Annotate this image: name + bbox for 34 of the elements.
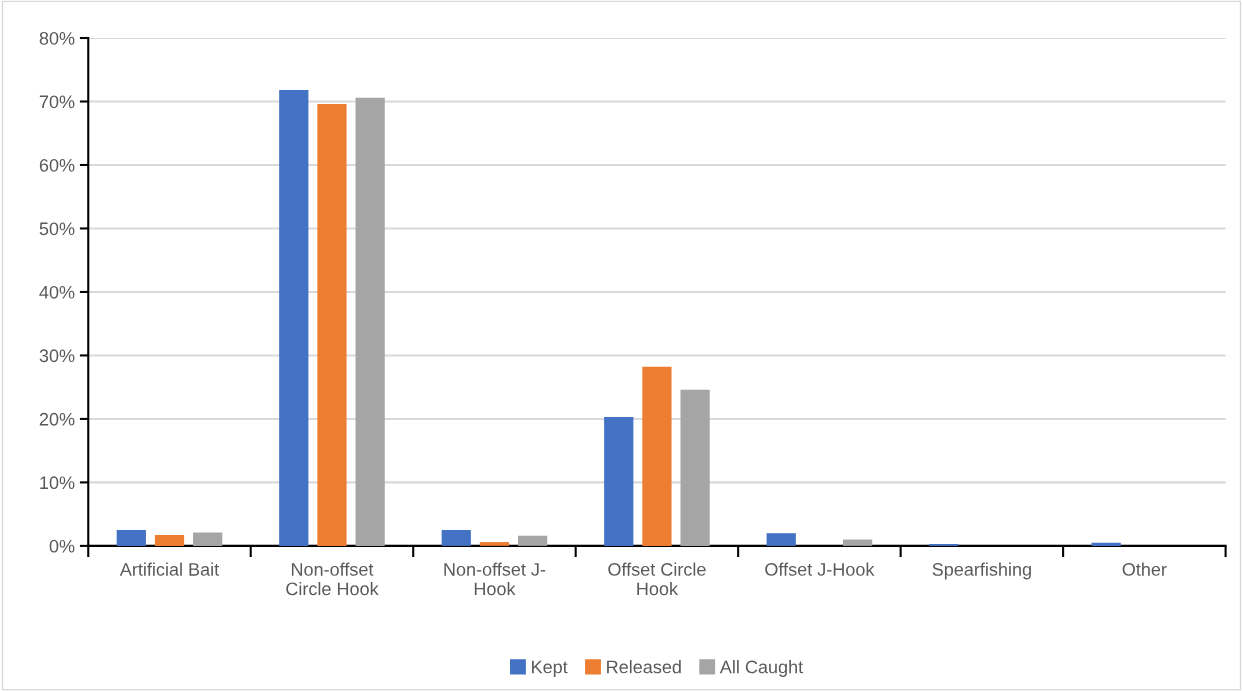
bar [842,539,873,546]
x-tick-label: Offset J-Hook [765,562,875,576]
bar [680,389,710,546]
x-tick-label: Non-offset Circle Hook [286,562,379,596]
y-tick-label: 80% [39,31,75,45]
bar [642,366,672,546]
legend-label: Released [607,660,681,674]
y-tick-label: 70% [39,95,75,109]
y-tick-label: 30% [39,349,75,363]
y-tick-label: 20% [39,412,75,426]
bar [441,530,471,546]
y-tick-label: 60% [39,158,75,172]
legend-label: All Caught [719,660,803,677]
x-tick-label: Spearfishing [932,562,1031,580]
bar [317,104,347,546]
bar [479,542,510,546]
x-tick-label: Artificial Bait [119,562,220,576]
bar [154,535,185,546]
bar [193,532,223,546]
bar [116,530,146,546]
bar [355,97,385,546]
legend-label: Kept [532,660,568,677]
bar [1091,542,1121,546]
x-tick-label: Offset Circle Hook [608,562,706,596]
x-tick-label: Non-offset J- Hook [444,562,546,596]
bar [518,535,548,546]
bar [279,90,309,546]
bar [766,533,796,546]
x-tick-label: Other [1122,562,1167,576]
y-tick-label: 10% [40,476,75,490]
y-tick-label: 40% [39,285,75,299]
bar [604,417,634,546]
y-tick-label: 0% [49,539,75,553]
y-tick-label: 50% [39,222,75,236]
